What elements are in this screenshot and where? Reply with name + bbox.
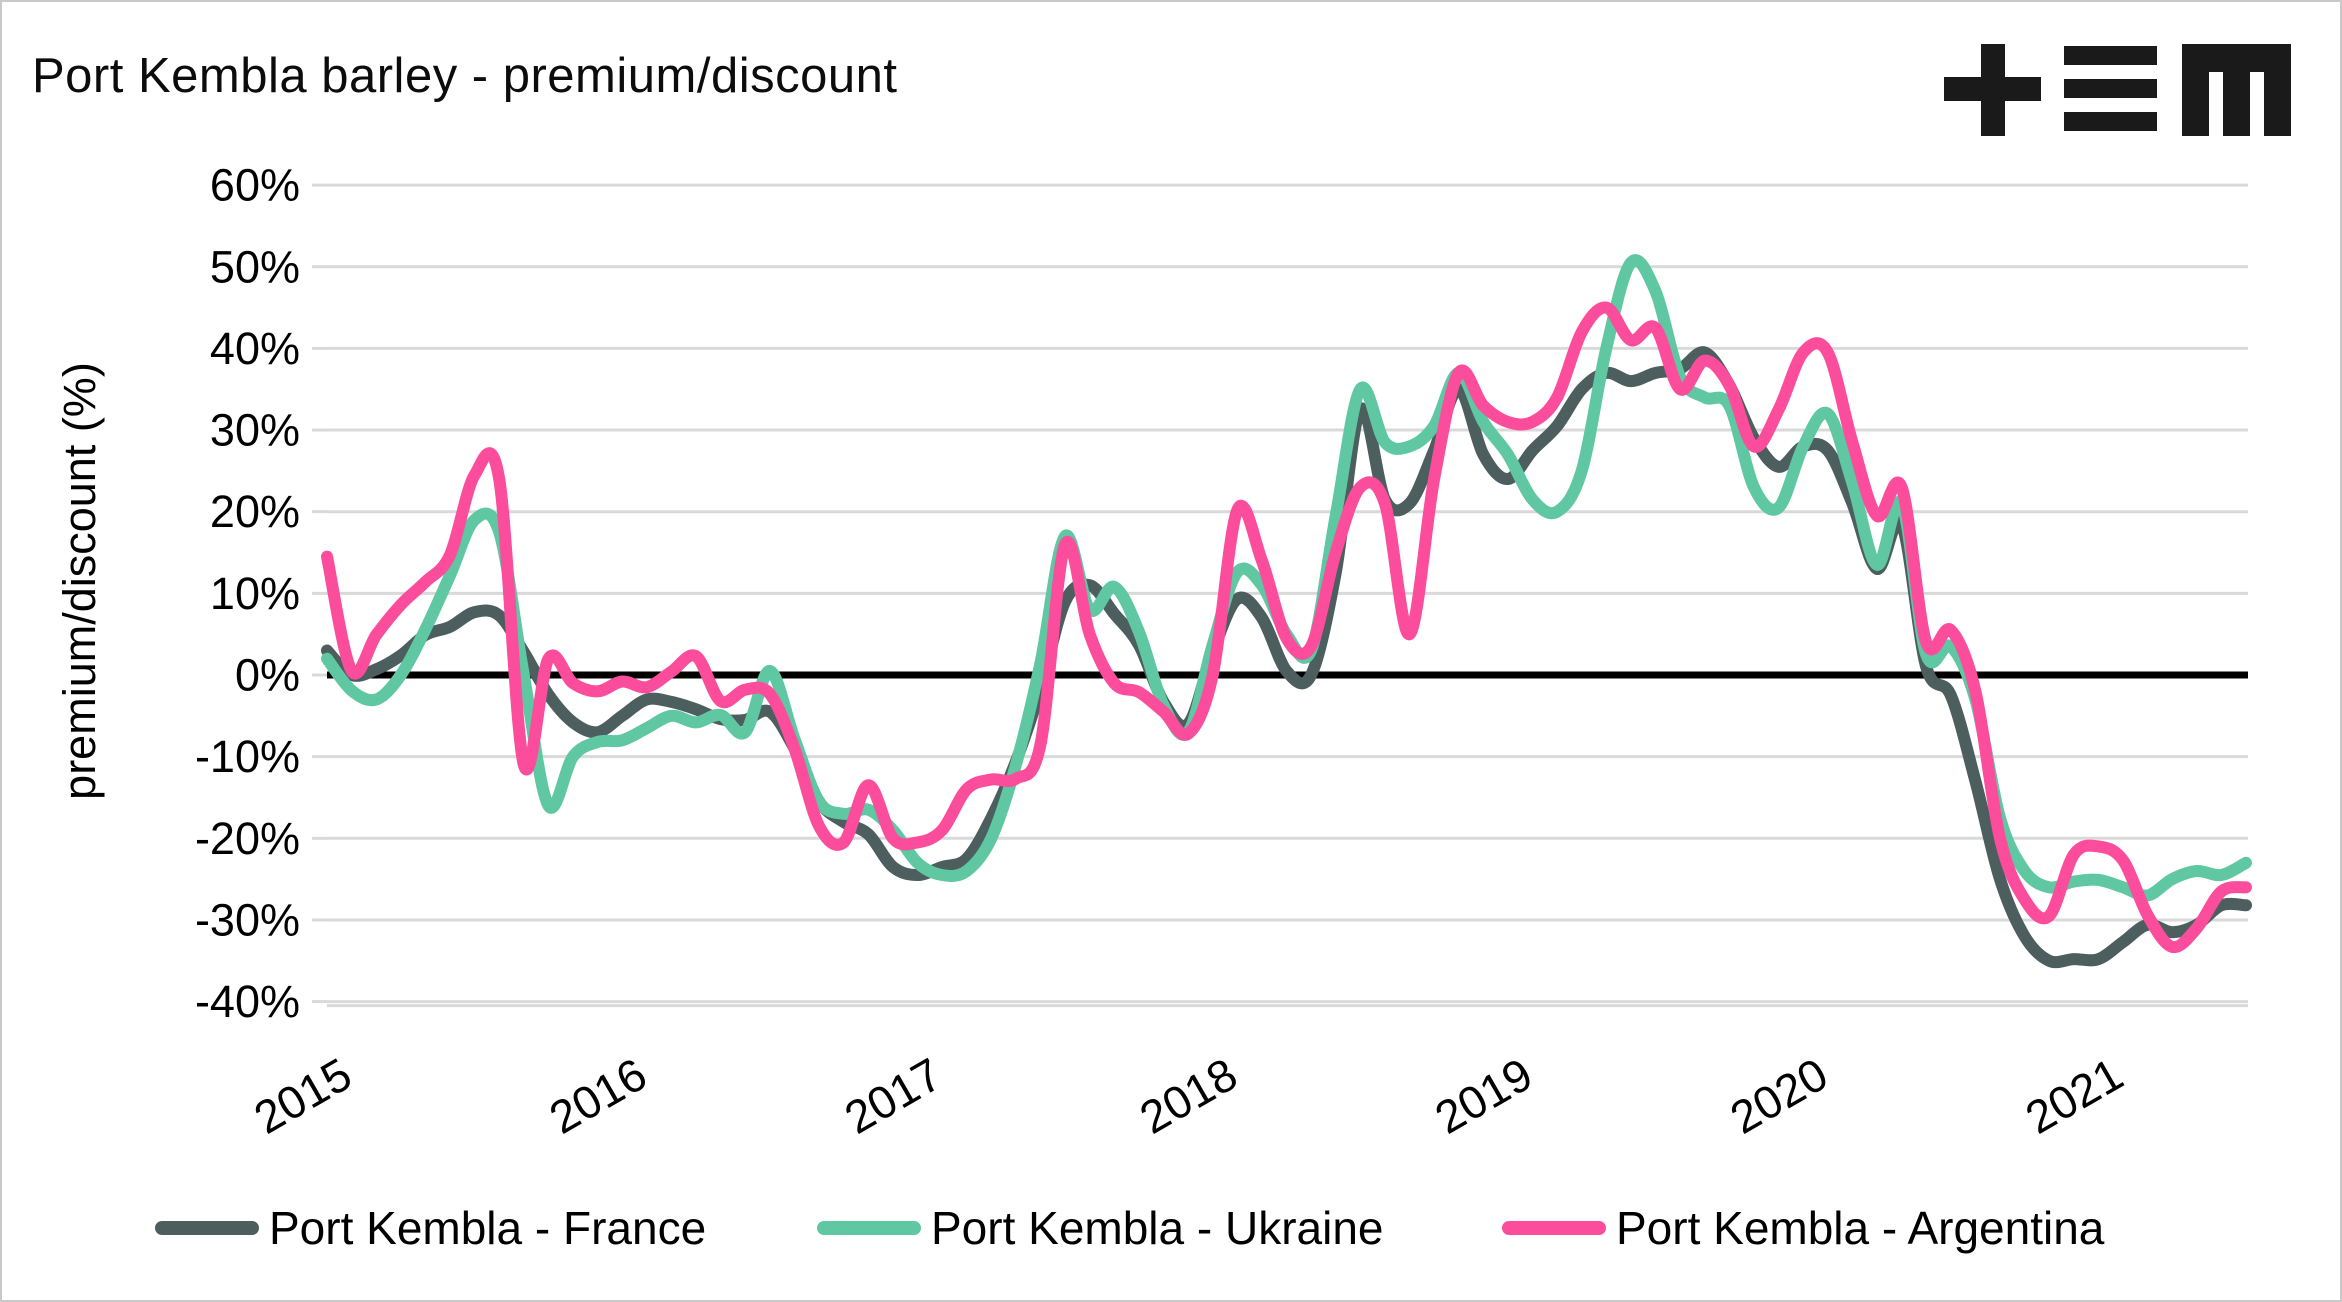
logo-m-icon bbox=[2182, 44, 2291, 136]
x-tick-label: 2017 bbox=[836, 1048, 951, 1144]
x-tick-label: 2015 bbox=[245, 1048, 360, 1144]
legend-item-france: Port Kembla - France bbox=[155, 1200, 706, 1256]
y-tick-label: 10% bbox=[210, 568, 300, 619]
y-tick-label: -20% bbox=[195, 813, 300, 864]
legend: Port Kembla - France Port Kembla - Ukrain… bbox=[2, 1200, 2340, 1256]
legend-label: Port Kembla - Argentina bbox=[1616, 1202, 2105, 1254]
y-tick-label: 0% bbox=[235, 650, 300, 701]
tem-logo bbox=[1944, 44, 2291, 136]
x-tick-label: 2019 bbox=[1426, 1048, 1541, 1144]
legend-swatch-icon bbox=[817, 1221, 921, 1235]
y-tick-label: 60% bbox=[210, 160, 300, 211]
legend-item-ukraine: Port Kembla - Ukraine bbox=[817, 1200, 1384, 1256]
legend-label: Port Kembla - France bbox=[269, 1202, 707, 1254]
legend-item-argentina: Port Kembla - Argentina bbox=[1502, 1200, 2104, 1256]
x-tick-label: 2018 bbox=[1131, 1048, 1246, 1144]
x-tick-label: 2021 bbox=[2017, 1048, 2132, 1144]
y-tick-label: 20% bbox=[210, 486, 300, 537]
series-line-ukraine bbox=[321, 254, 2252, 902]
logo-plus-icon bbox=[1944, 44, 2041, 136]
y-tick-label: -30% bbox=[195, 894, 300, 945]
x-tick-label: 2020 bbox=[1722, 1048, 1837, 1144]
series-line-france bbox=[321, 346, 2252, 969]
logo-bars-icon bbox=[2064, 46, 2157, 131]
y-tick-label: 30% bbox=[210, 405, 300, 456]
legend-swatch-icon bbox=[1502, 1221, 1606, 1235]
x-tick-label: 2016 bbox=[541, 1048, 656, 1144]
y-tick-label: -10% bbox=[195, 731, 300, 782]
series-line-argentina bbox=[321, 301, 2252, 954]
y-tick-label: 40% bbox=[210, 323, 300, 374]
chart-title: Port Kembla barley - premium/discount bbox=[32, 49, 898, 103]
y-tick-label: 50% bbox=[210, 241, 300, 292]
legend-swatch-icon bbox=[155, 1221, 259, 1235]
legend-label: Port Kembla - Ukraine bbox=[931, 1202, 1384, 1254]
y-tick-label: -40% bbox=[195, 976, 300, 1027]
